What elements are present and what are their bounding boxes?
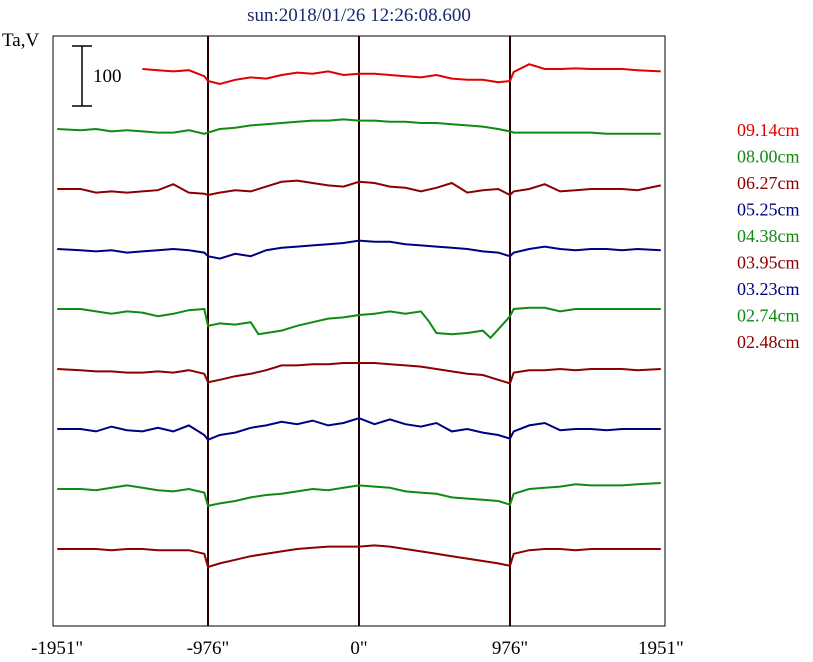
- series-line-08.00cm: [57, 118, 661, 135]
- legend-item: 08.00cm: [737, 147, 800, 167]
- legend-item: 02.48cm: [737, 332, 800, 352]
- series-line-06.27cm: [57, 179, 662, 197]
- vertical-markers: [207, 36, 511, 626]
- chart-title: sun:2018/01/26 12:26:08.600: [247, 5, 471, 26]
- legend: 09.14cm 08.00cm 06.27cm 05.25cm 04.38cm 03.95…: [737, 120, 800, 352]
- series-line-09.14cm: [142, 63, 661, 86]
- series-line-02.48cm: [57, 544, 661, 569]
- legend-item: 03.23cm: [737, 279, 800, 299]
- x-tick-label: 0": [350, 638, 367, 659]
- scale-bar: 100: [72, 45, 122, 107]
- series-line-04.38cm: [57, 306, 661, 340]
- series-line-03.95cm: [57, 362, 661, 385]
- series-line-02.74cm: [57, 482, 661, 507]
- x-tick-label: -1951": [31, 638, 83, 659]
- series-line-03.23cm: [57, 417, 661, 442]
- x-tick-label: 976": [492, 638, 528, 659]
- legend-item: 05.25cm: [737, 200, 800, 220]
- legend-item: 02.74cm: [737, 306, 800, 326]
- legend-item: 06.27cm: [737, 173, 800, 193]
- x-tick-label: 1951": [638, 638, 684, 659]
- legend-item: 04.38cm: [737, 226, 800, 246]
- x-tick-label: -976": [187, 638, 230, 659]
- series-line-05.25cm: [57, 239, 661, 260]
- legend-item: 09.14cm: [737, 120, 800, 140]
- y-axis-label: Ta,V: [2, 30, 39, 51]
- scale-bar-label: 100: [93, 66, 122, 87]
- series-group: [57, 63, 662, 569]
- x-tick-labels: -1951" -976" 0" 976" 1951": [31, 638, 684, 659]
- legend-item: 03.95cm: [737, 253, 800, 273]
